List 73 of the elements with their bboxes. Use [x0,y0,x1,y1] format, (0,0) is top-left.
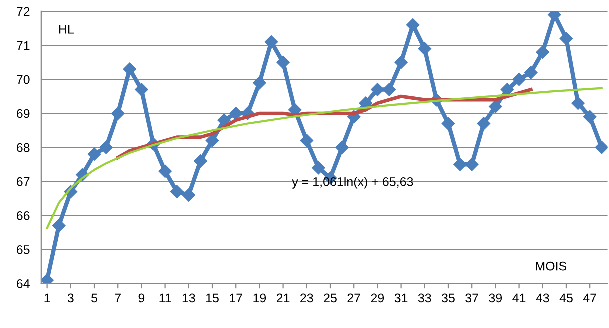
x-tick-label: 39 [489,294,502,303]
point [394,56,408,70]
point [418,42,432,56]
y-tick-label: 69 [17,109,30,118]
annotation: MOIS [536,262,567,271]
x-tick-label: 3 [68,294,74,303]
x-tick-label: 47 [583,294,596,302]
point [253,76,266,90]
y-tick-label: 64 [17,280,30,288]
point [158,164,172,178]
x-tick-label: 7 [115,294,121,302]
point [477,117,490,130]
point [406,18,420,32]
point [123,62,136,76]
x-tick-label: 27 [348,294,360,302]
annotation: HL [59,25,74,34]
x-tick-label: 25 [324,294,337,303]
y-tick-label: 70 [17,75,30,84]
x-tick-label: 41 [512,294,526,302]
point [536,46,550,59]
point [572,96,585,110]
point [500,83,514,96]
x-tick-label: 35 [442,294,455,303]
x-tick-label: 17 [230,294,242,302]
point [382,83,396,96]
point [194,154,208,168]
point [371,83,384,96]
x-tick-label: 15 [206,294,219,303]
x-tick-label: 1 [44,294,50,302]
x-tick-label: 29 [371,294,384,303]
point [218,114,231,127]
point [300,134,314,148]
x-tick-label: 5 [92,294,98,303]
point [466,158,479,172]
x-tick-label: 9 [138,294,145,303]
point [454,158,467,172]
point [100,141,113,154]
x-tick-label: 43 [536,294,550,303]
point [206,134,220,148]
x-tick-label: 21 [276,294,290,302]
y-tick-label: 71 [17,41,30,50]
x-tick-label: 11 [160,294,172,302]
y-tick-label: 68 [17,143,30,152]
y-tick-label: 66 [17,211,30,220]
y-tick-label: 65 [17,245,30,254]
x-tick-label: 31 [394,294,408,303]
point [135,83,148,96]
point [182,188,196,202]
point [512,72,526,86]
x-tick-label: 23 [300,294,314,303]
point [489,100,502,114]
point [88,148,102,161]
point [112,106,125,120]
y-tick-label: 72 [17,7,30,16]
point [560,32,574,46]
point [276,56,290,70]
point [524,66,538,80]
point [336,141,349,154]
x-tick-label: 19 [254,294,266,303]
x-tick-label: 33 [418,294,432,303]
point [230,106,243,120]
point [52,219,66,232]
annotation: y = 1,061ln(x) + 65,63 [292,177,414,189]
point [595,141,608,154]
x-tick-label: 45 [560,294,573,303]
point [264,36,278,49]
point [312,161,326,175]
x-tick-label: 37 [466,294,478,303]
x-tick-label: 13 [182,294,196,303]
point [170,185,184,198]
point [442,117,456,130]
y-tick-label: 67 [17,177,30,186]
point [583,110,597,124]
